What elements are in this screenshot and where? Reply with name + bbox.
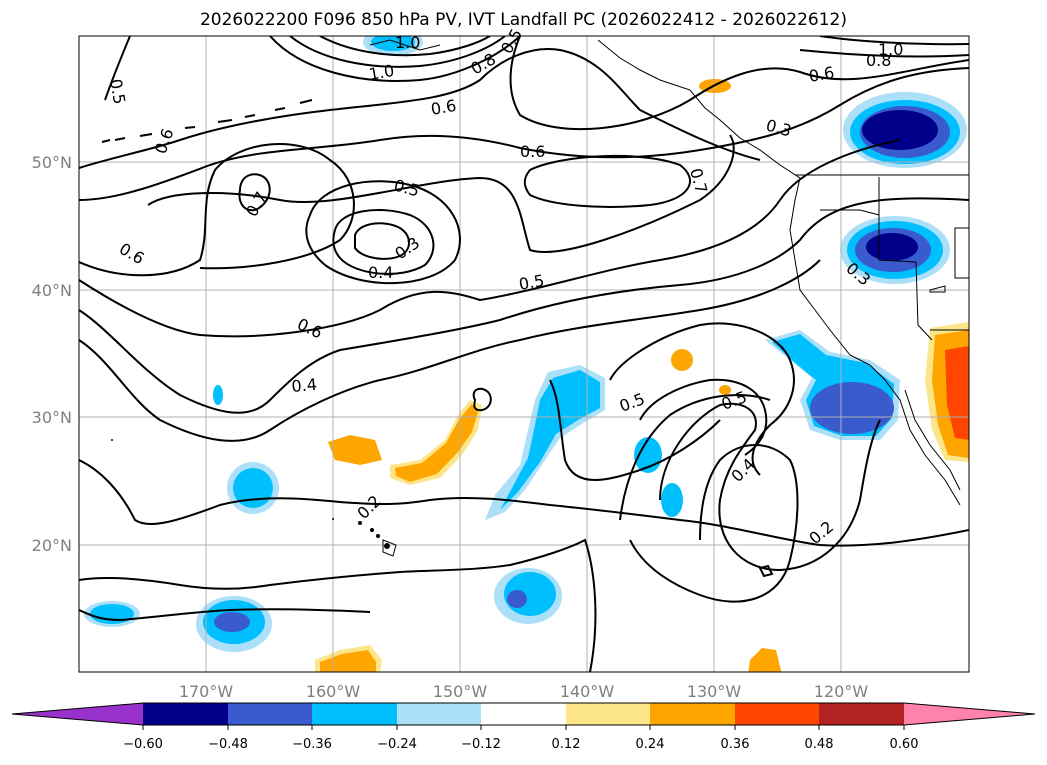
contours <box>79 36 969 672</box>
colorbar-segment <box>735 703 819 725</box>
colorbar-segment <box>397 703 481 725</box>
contour-label: 0.4 <box>368 263 393 282</box>
colorbar-tick-label: 0.24 <box>636 737 665 752</box>
contour-label: 0.6 <box>807 63 835 86</box>
lon-label: 150°W <box>433 682 488 701</box>
colorbar-tick-label: −0.36 <box>292 737 332 752</box>
colorbar-segment <box>481 703 566 725</box>
contour-label: 0.6 <box>520 142 545 161</box>
colorbar: −0.60 −0.48 −0.36 −0.24 −0.12 0.12 0.24 … <box>11 702 1036 752</box>
coastlines <box>369 39 969 506</box>
contour-label: 0.8 <box>866 51 891 70</box>
colorbar-segment <box>650 703 735 725</box>
islands <box>111 439 774 578</box>
lon-label: 170°W <box>179 682 234 701</box>
colorbar-tick-label: −0.48 <box>208 737 248 752</box>
contour-label: 1.0 <box>395 33 420 52</box>
contour-label: 0.5 <box>106 77 129 105</box>
contour-label: 1.0 <box>878 40 903 59</box>
colorbar-tick-label: −0.24 <box>377 737 417 752</box>
longitude-labels: 170°W 160°W 150°W 140°W 130°W 120°W <box>179 682 869 701</box>
pv-shading <box>84 36 969 672</box>
colorbar-tick-label: 0.60 <box>890 737 919 752</box>
colorbar-extend-max <box>904 703 1035 725</box>
colorbar-segment <box>143 703 228 725</box>
colorbar-tick-label: −0.60 <box>123 737 163 752</box>
lat-label: 40°N <box>32 281 72 300</box>
colorbar-tick-label: 0.12 <box>552 737 581 752</box>
colorbar-tick-label: 0.36 <box>721 737 750 752</box>
lon-label: 120°W <box>814 682 869 701</box>
colorbar-tick-label: −0.12 <box>461 737 501 752</box>
map-title: 2026022200 F096 850 hPa PV, IVT Landfall… <box>199 10 847 30</box>
lon-label: 130°W <box>687 682 742 701</box>
colorbar-segment <box>819 703 904 725</box>
contour-label: 0.6 <box>429 96 457 119</box>
lat-label: 50°N <box>32 153 72 172</box>
lon-label: 140°W <box>560 682 615 701</box>
contour-label: 0.5 <box>517 271 545 294</box>
graticule <box>79 36 969 672</box>
colorbar-segment <box>312 703 397 725</box>
colorbar-segment <box>566 703 650 725</box>
lon-label: 160°W <box>306 682 361 701</box>
colorbar-extend-min <box>12 703 143 725</box>
contour-label: 1.0 <box>367 61 395 84</box>
latitude-labels: 50°N 40°N 30°N 20°N <box>32 153 72 555</box>
colorbar-tick-label: 0.48 <box>805 737 834 752</box>
contour-label: 0.4 <box>291 375 318 396</box>
map-frame <box>78 35 970 673</box>
colorbar-segment <box>228 703 312 725</box>
lat-label: 30°N <box>32 408 72 427</box>
lat-label: 20°N <box>32 536 72 555</box>
aleutian-dashes <box>101 99 313 143</box>
